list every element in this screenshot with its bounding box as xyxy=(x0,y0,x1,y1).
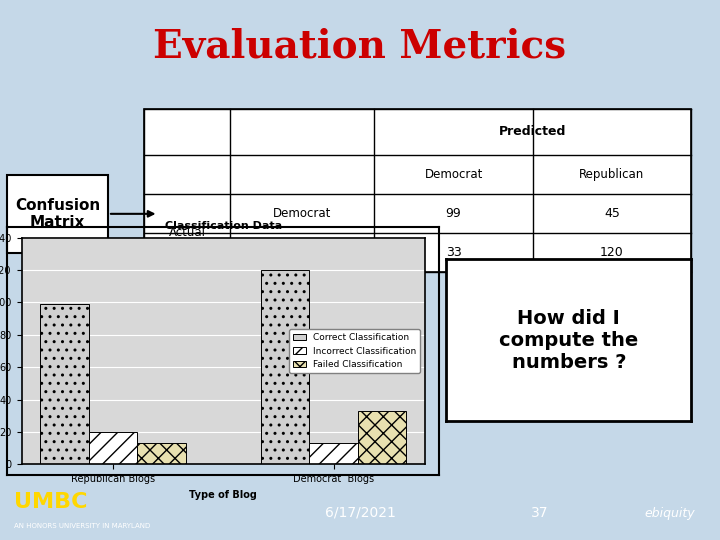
Bar xyxy=(40,304,89,464)
Text: Democrat: Democrat xyxy=(273,207,332,220)
Bar xyxy=(310,443,358,464)
Text: Evaluation Metrics: Evaluation Metrics xyxy=(153,28,567,66)
Title: Classification Data: Classification Data xyxy=(165,221,282,231)
Bar xyxy=(137,443,186,464)
Legend: Correct Classification, Incorrect Classification, Failed Classification: Correct Classification, Incorrect Classi… xyxy=(289,329,420,373)
Text: Republican: Republican xyxy=(270,246,335,259)
Text: ebiquity: ebiquity xyxy=(644,507,695,519)
Bar xyxy=(7,175,108,253)
Text: 120: 120 xyxy=(600,246,624,259)
Text: 99: 99 xyxy=(446,207,462,220)
Text: Confusion
Matrix: Confusion Matrix xyxy=(15,198,100,230)
X-axis label: Type of Blog: Type of Blog xyxy=(189,490,257,500)
Bar xyxy=(89,432,137,464)
Bar xyxy=(144,109,691,272)
Bar xyxy=(358,411,407,464)
Text: 33: 33 xyxy=(446,246,462,259)
Text: Republican: Republican xyxy=(580,168,644,181)
Bar xyxy=(261,270,310,464)
Text: 6/17/2021: 6/17/2021 xyxy=(325,506,395,520)
Text: How did I
compute the
numbers ?: How did I compute the numbers ? xyxy=(499,309,639,372)
Text: Democrat: Democrat xyxy=(424,168,483,181)
Text: AN HONORS UNIVERSITY IN MARYLAND: AN HONORS UNIVERSITY IN MARYLAND xyxy=(14,523,150,530)
Text: 37: 37 xyxy=(531,506,549,520)
Text: Predicted: Predicted xyxy=(499,125,567,138)
Text: Actual: Actual xyxy=(168,226,206,239)
Text: 45: 45 xyxy=(604,207,620,220)
Text: UMBC: UMBC xyxy=(14,492,88,512)
